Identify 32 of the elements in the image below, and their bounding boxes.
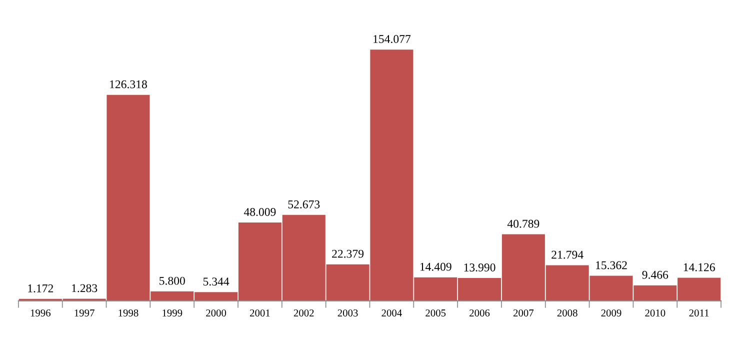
x-tick-label: 2010 (645, 309, 666, 316)
x-tick-label: 1999 (162, 309, 182, 316)
x-tick-label: 2007 (513, 309, 534, 316)
x-tick-label: 2003 (338, 309, 358, 316)
x-tick-label: 2004 (382, 309, 402, 316)
data-label: 40.789 (507, 220, 540, 228)
x-tick-label: 2008 (557, 309, 578, 316)
data-label: 5.800 (160, 276, 185, 285)
x-tick-label: 2001 (250, 309, 270, 316)
x-tick-label: 1998 (118, 309, 138, 316)
data-label: 1.283 (72, 284, 98, 292)
data-label: 154.077 (374, 35, 411, 44)
data-label: 21.794 (552, 250, 584, 259)
x-tick-label: 2011 (689, 309, 709, 316)
data-label: 15.362 (596, 261, 627, 270)
x-tick-label: 2002 (294, 309, 314, 316)
x-tick-label: 2006 (470, 309, 490, 316)
data-label: 126.318 (110, 80, 147, 88)
data-label: 1.172 (28, 284, 54, 292)
data-label: 22.379 (332, 250, 364, 258)
data-label: 52.673 (288, 200, 320, 208)
data-label: 9.466 (642, 270, 668, 279)
data-label: 5.344 (203, 278, 230, 286)
x-tick-label: 1996 (30, 309, 51, 316)
x-tick-label: 2005 (426, 309, 446, 316)
data-label: 14.126 (684, 263, 715, 272)
data-label: 13.990 (464, 263, 496, 272)
data-label: 14.409 (420, 262, 452, 271)
x-tick-label: 2009 (601, 309, 622, 316)
x-tick-label: 1997 (74, 309, 94, 316)
x-tick-label: 2000 (206, 309, 226, 316)
data-label: 48.009 (244, 208, 276, 216)
